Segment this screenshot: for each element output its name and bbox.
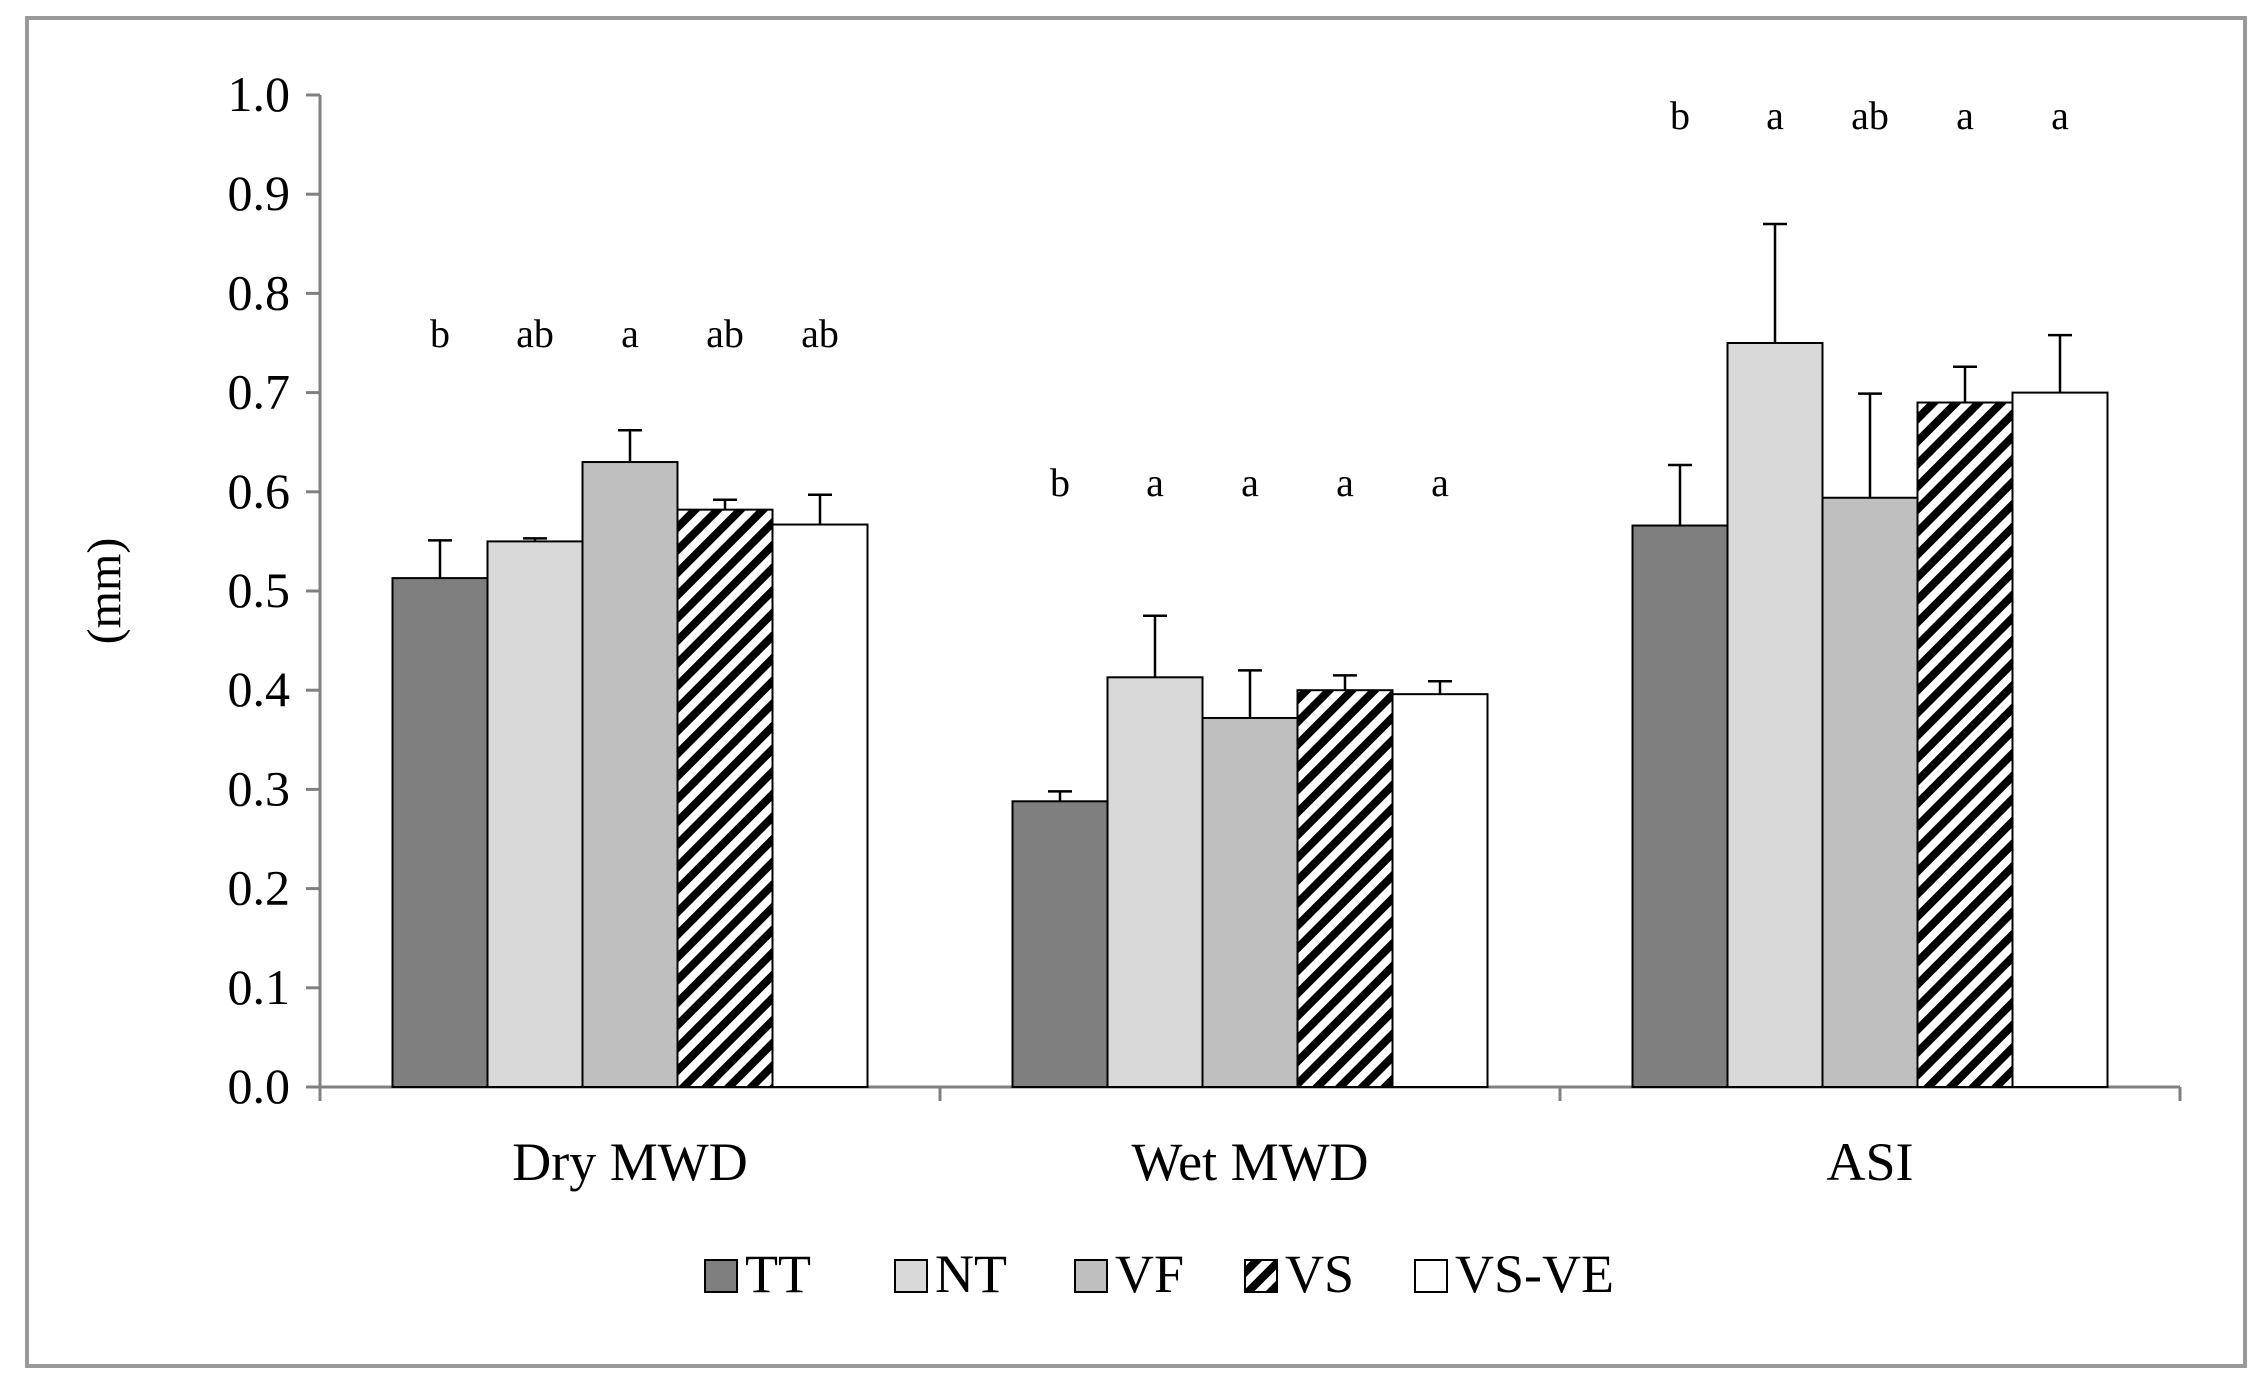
significance-letter: a <box>1241 460 1259 505</box>
significance-letter: a <box>2051 93 2069 138</box>
y-tick-label: 0.8 <box>228 264 291 320</box>
y-tick-label: 1.0 <box>228 66 291 122</box>
y-tick-label: 0.1 <box>228 959 291 1015</box>
y-tick-label: 0.2 <box>228 860 291 916</box>
significance-letter: a <box>1956 93 1974 138</box>
bar-vs <box>676 508 774 1088</box>
y-tick-label: 0.9 <box>228 165 291 221</box>
legend-swatch-tt <box>704 1259 738 1293</box>
y-tick-label: 0.3 <box>228 760 291 816</box>
legend-label: VS <box>1285 1244 1354 1304</box>
bar-tt <box>1011 800 1109 1089</box>
x-category-label: ASI <box>1826 1132 1913 1192</box>
bar-vs-ve <box>2011 391 2109 1089</box>
legend-label: TT <box>745 1244 811 1304</box>
significance-letter: ab <box>801 311 839 356</box>
y-tick-label: 0.0 <box>228 1058 291 1114</box>
significance-letter: ab <box>1851 93 1889 138</box>
bar-tt <box>391 577 489 1088</box>
significance-letter: ab <box>706 311 744 356</box>
y-tick-label: 0.4 <box>228 661 291 717</box>
legend-label: VF <box>1115 1244 1184 1304</box>
legend-swatch-vs <box>1244 1259 1278 1293</box>
bar-vs <box>1916 401 2014 1088</box>
significance-letter: b <box>430 311 450 356</box>
significance-letter: b <box>1670 93 1690 138</box>
significance-letter: a <box>1766 93 1784 138</box>
bar-vf <box>581 461 679 1089</box>
legend-label: NT <box>935 1244 1007 1304</box>
significance-letter: a <box>1336 460 1354 505</box>
bar-nt <box>1726 342 1824 1088</box>
bar-vf <box>1821 496 1919 1088</box>
bar-tt <box>1631 524 1729 1088</box>
legend-swatch-vf <box>1074 1259 1108 1293</box>
significance-letter: a <box>1431 460 1449 505</box>
bar-vf <box>1201 716 1299 1088</box>
bar-vs-ve <box>1391 693 1489 1089</box>
legend-swatch-vs-ve <box>1414 1259 1448 1293</box>
bar-nt <box>1106 676 1204 1089</box>
bar-nt <box>486 540 584 1088</box>
y-tick-label: 0.6 <box>228 463 291 519</box>
legend-label: VS-VE <box>1455 1244 1614 1304</box>
y-axis-label: (mm) <box>78 538 131 645</box>
bar-vs <box>1296 689 1394 1088</box>
bar-vs-ve <box>771 523 869 1088</box>
significance-letter: ab <box>516 311 554 356</box>
x-category-label: Wet MWD <box>1131 1132 1368 1192</box>
significance-letter: a <box>621 311 639 356</box>
y-tick-label: 0.5 <box>228 562 291 618</box>
x-category-label: Dry MWD <box>512 1132 747 1192</box>
legend-swatch-nt <box>894 1259 928 1293</box>
y-tick-label: 0.7 <box>228 364 291 420</box>
significance-letter: b <box>1050 460 1070 505</box>
significance-letter: a <box>1146 460 1164 505</box>
